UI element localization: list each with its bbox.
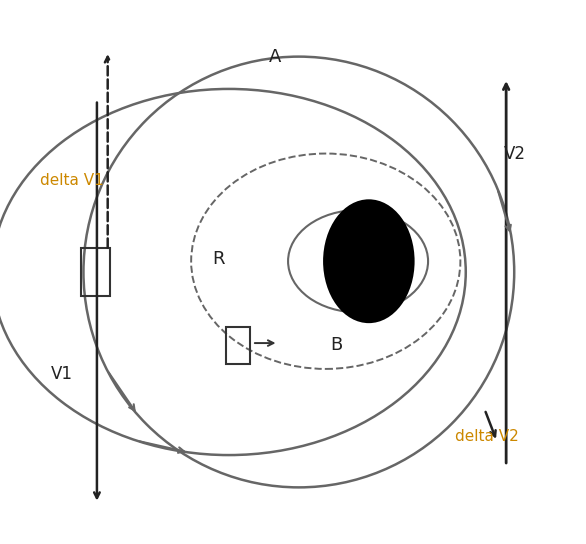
Text: R: R [212, 250, 224, 268]
Text: V1: V1 [51, 366, 73, 384]
Ellipse shape [323, 199, 415, 323]
Text: V2: V2 [503, 145, 526, 163]
Bar [226, 327, 250, 363]
Text: delta V2: delta V2 [455, 429, 519, 444]
Text: B: B [331, 336, 343, 354]
Bar [81, 248, 110, 296]
Text: A: A [268, 48, 281, 66]
Text: delta V1: delta V1 [40, 173, 104, 188]
